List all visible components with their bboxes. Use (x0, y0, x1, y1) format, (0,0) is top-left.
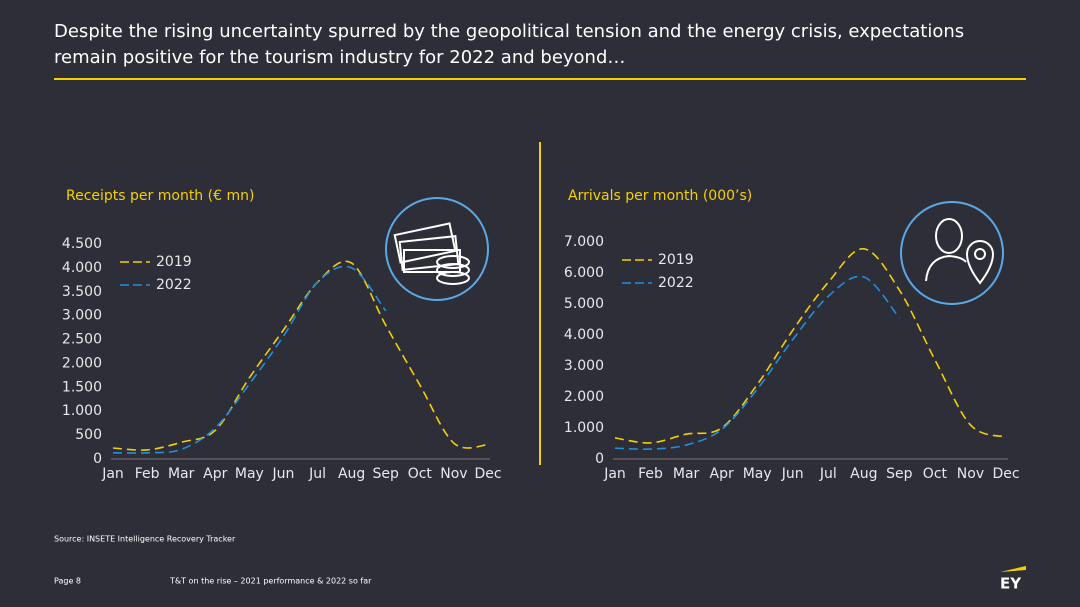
x-tick-label: Sep (886, 466, 913, 482)
x-tick-label: Mar (673, 466, 700, 482)
y-tick-label: 3.000 (564, 358, 604, 374)
x-tick-label: Aug (338, 466, 365, 482)
y-tick-label: 2.500 (62, 332, 102, 348)
y-tick-label: 2.000 (62, 355, 102, 371)
x-tick-label: Aug (850, 466, 877, 482)
y-tick-label: 4.000 (62, 260, 102, 276)
chart-title: Receipts per month (€ mn) (66, 188, 254, 204)
source: Source: INSETE Intelligence Recovery Tra… (54, 535, 236, 544)
series-line (112, 265, 387, 454)
legend-label: 2019 (156, 254, 192, 270)
legend-label: 2022 (658, 275, 694, 291)
y-tick-label: 500 (75, 427, 102, 443)
y-tick-label: 6.000 (564, 265, 604, 281)
page-number: Page 8 (54, 577, 81, 586)
person-location-icon (900, 201, 1004, 305)
footer: T&T on the rise – 2021 performance & 202… (169, 577, 372, 586)
legend-label: 2019 (658, 252, 694, 268)
y-tick-label: 4.000 (564, 327, 604, 343)
y-tick-label: 3.000 (62, 308, 102, 324)
headline: remain positive for the tourism industry… (54, 47, 625, 68)
x-tick-label: May (743, 466, 772, 482)
series-line (614, 248, 1007, 444)
y-tick-label: 5.000 (564, 296, 604, 312)
x-tick-label: Mar (168, 466, 195, 482)
y-tick-label: 4.500 (62, 236, 102, 252)
x-tick-label: Jun (272, 466, 295, 482)
series-line (614, 275, 900, 450)
x-tick-label: Apr (203, 466, 227, 482)
logo-mark (1000, 566, 1026, 572)
logo: EY (1000, 575, 1022, 593)
y-tick-label: 0 (93, 451, 102, 467)
x-tick-label: Jun (781, 466, 804, 482)
money-icon (385, 197, 489, 301)
y-tick-label: 0 (595, 451, 604, 467)
x-tick-label: Feb (135, 466, 160, 482)
y-tick-label: 7.000 (564, 234, 604, 250)
y-tick-label: 2.000 (564, 389, 604, 405)
x-tick-label: Jan (603, 466, 626, 482)
x-tick-label: Oct (408, 466, 433, 482)
x-tick-label: Dec (992, 466, 1019, 482)
x-tick-label: Jul (308, 466, 326, 482)
x-tick-label: Sep (373, 466, 400, 482)
chart-title: Arrivals per month (000’s) (568, 188, 752, 204)
y-tick-label: 1.000 (62, 403, 102, 419)
x-tick-label: Feb (638, 466, 663, 482)
y-tick-label: 1.000 (564, 420, 604, 436)
x-tick-label: Dec (474, 466, 501, 482)
x-tick-label: Jan (101, 466, 124, 482)
x-tick-label: May (235, 466, 264, 482)
headline: Despite the rising uncertainty spurred b… (54, 21, 964, 42)
legend-label: 2022 (156, 277, 192, 293)
x-tick-label: Nov (957, 466, 984, 482)
x-tick-label: Apr (710, 466, 734, 482)
y-tick-label: 1.500 (62, 379, 102, 395)
x-tick-label: Jul (819, 466, 837, 482)
x-tick-label: Nov (440, 466, 467, 482)
x-tick-label: Oct (923, 466, 948, 482)
y-tick-label: 3.500 (62, 284, 102, 300)
